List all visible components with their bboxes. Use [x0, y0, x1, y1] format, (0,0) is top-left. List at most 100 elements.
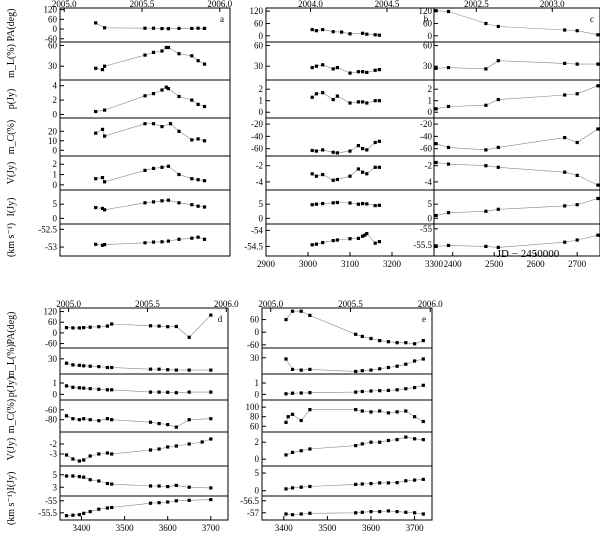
data-point [202, 205, 207, 209]
top-tick-label: 2005.5 [135, 299, 160, 309]
data-point [190, 98, 194, 102]
top-tick-label: 2004.5 [375, 0, 400, 9]
data-point [386, 388, 390, 392]
data-point [110, 418, 114, 422]
data-point [202, 237, 207, 241]
data-point [348, 237, 352, 241]
data-point [177, 237, 181, 241]
data-point [82, 475, 86, 479]
data-point [88, 454, 92, 458]
data-point [363, 233, 367, 237]
data-point [335, 151, 339, 155]
data-point [187, 390, 191, 394]
data-point [386, 481, 390, 485]
series-line [95, 199, 205, 211]
y-tick-label: -60 [45, 339, 57, 349]
data-point [143, 168, 147, 172]
data-point [94, 206, 98, 210]
data-point [335, 66, 339, 70]
data-point [97, 479, 101, 483]
series-line [436, 234, 598, 248]
data-point [395, 341, 399, 345]
data-point [386, 365, 390, 370]
y-tick-label: -80 [45, 415, 57, 425]
data-point [484, 67, 488, 71]
data-point [88, 364, 92, 368]
data-point [148, 501, 153, 505]
y-tick-label: -57 [247, 508, 259, 518]
data-point [361, 70, 365, 74]
data-point [209, 313, 213, 317]
data-point [314, 174, 318, 178]
data-point [143, 26, 147, 30]
data-point [354, 408, 358, 412]
data-point [563, 136, 567, 140]
series-line [436, 10, 598, 36]
data-point [148, 484, 153, 488]
data-point [160, 199, 164, 203]
y-tick-label: 10 [48, 136, 58, 146]
data-point [369, 510, 373, 514]
data-point [496, 207, 500, 211]
data-point [284, 453, 288, 457]
data-point [299, 485, 303, 489]
data-point [369, 440, 373, 444]
data-point [166, 423, 170, 427]
data-point [196, 102, 200, 106]
y-tick-label: 120 [44, 5, 58, 15]
data-point [177, 172, 181, 177]
data-point [100, 176, 105, 180]
data-point [196, 26, 200, 30]
x-tick-label: 3400 [73, 523, 92, 533]
data-point [174, 444, 178, 448]
panel-frame [265, 7, 435, 257]
data-point [97, 325, 101, 329]
data-point [143, 122, 147, 126]
data-point [596, 183, 600, 187]
panel-frame [433, 7, 600, 257]
data-point [64, 384, 69, 388]
data-point [340, 30, 344, 34]
data-point [446, 211, 451, 215]
data-point [202, 104, 207, 109]
data-point [421, 383, 425, 387]
data-point [110, 322, 114, 326]
data-point [299, 368, 303, 372]
data-point [110, 365, 114, 370]
data-point [310, 28, 314, 32]
data-point [369, 368, 373, 372]
x-tick-label: 3500 [318, 523, 337, 533]
data-point [166, 87, 170, 91]
series-line [312, 29, 380, 36]
data-point [166, 445, 170, 449]
top-tick-label: 2006.0 [418, 299, 443, 309]
data-point [187, 368, 191, 372]
top-tick-label: 2005.5 [338, 299, 363, 309]
x-tick-label: 2400 [444, 259, 463, 269]
data-point [404, 510, 408, 514]
data-point [174, 324, 178, 329]
y-tick-label: -60 [251, 144, 263, 154]
y-tick-label: 0 [259, 107, 264, 117]
data-point [365, 232, 369, 236]
y-tick-label: 0 [259, 213, 264, 223]
data-point [177, 129, 181, 133]
data-point [369, 389, 373, 393]
series-line [95, 236, 205, 246]
data-point [395, 410, 399, 414]
y-tick-label: 20 [48, 126, 58, 136]
data-point [190, 54, 194, 58]
x-tick-label: 3000 [299, 259, 318, 269]
data-point [321, 202, 325, 206]
y-axis-labels-bottom: PA(deg)m_L(%)p(Jy)m_C(%) V(Jy) I(Jy)(km s⁻… [6, 312, 17, 526]
data-point [377, 240, 381, 244]
y-tick-label: 60 [48, 40, 58, 50]
data-point [160, 125, 164, 129]
y-tick-label: -40 [251, 131, 263, 141]
y-tick-label: 2 [255, 437, 260, 447]
data-point [160, 27, 164, 31]
data-point [404, 435, 408, 439]
y-tick-label: 120 [250, 6, 264, 16]
